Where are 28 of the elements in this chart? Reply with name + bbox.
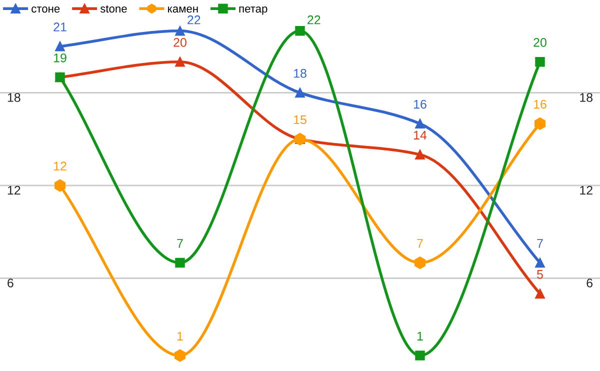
y-tick-label: 18 xyxy=(8,93,20,102)
data-label: 16 xyxy=(414,100,426,109)
legend-label: петар xyxy=(239,6,268,15)
y-tick-label: 6 xyxy=(8,278,14,288)
data-label: 20 xyxy=(534,38,546,47)
data-label: 20 xyxy=(174,38,186,47)
data-label: 22 xyxy=(308,15,320,24)
data-label: 7 xyxy=(417,239,423,248)
legend-label: стоне xyxy=(32,6,60,13)
data-label: 18 xyxy=(294,68,306,78)
data-label: 12 xyxy=(54,162,66,170)
data-label: 22 xyxy=(188,15,200,24)
data-label: 21 xyxy=(54,22,66,32)
y2-tick-label: 6 xyxy=(586,278,593,288)
data-label: 1 xyxy=(417,332,423,340)
data-label: 1 xyxy=(177,332,183,340)
y2-tick-label: 12 xyxy=(580,186,592,195)
legend-label: stone xyxy=(100,5,127,13)
data-label: 7 xyxy=(537,239,543,248)
data-label: 15 xyxy=(294,115,306,124)
data-label: 7 xyxy=(177,239,183,248)
data-label: 5 xyxy=(537,270,543,279)
data-label: 14 xyxy=(414,130,427,140)
y-tick-label: 12 xyxy=(8,186,20,195)
y2-tick-label: 18 xyxy=(580,93,593,102)
data-label: 16 xyxy=(534,100,546,109)
data-label: 19 xyxy=(54,53,66,62)
legend-label: камен xyxy=(168,6,198,13)
